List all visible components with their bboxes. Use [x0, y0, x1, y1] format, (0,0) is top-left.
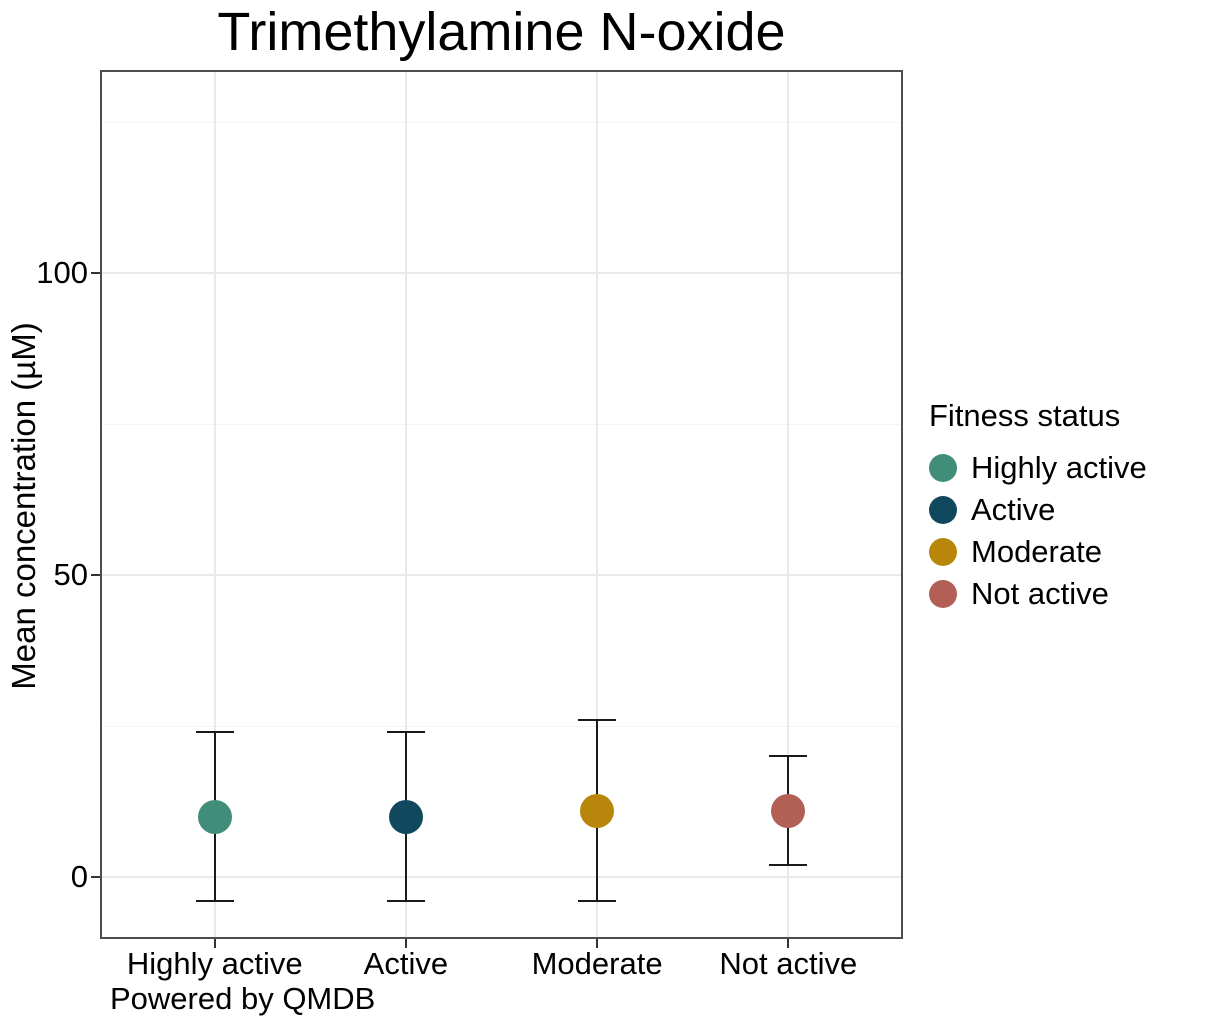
legend-item-not-active: Not active — [929, 573, 1147, 615]
caption: Powered by QMDB — [110, 981, 376, 1016]
legend-item-label: Moderate — [971, 534, 1102, 569]
chart-title: Trimethylamine N-oxide — [217, 2, 786, 62]
legend: Fitness status Highly active Active Modera… — [929, 398, 1147, 615]
x-axis-label: Highly active — [126, 946, 303, 981]
y-tick — [91, 876, 100, 878]
data-point-active — [388, 799, 423, 834]
y-major-gridline — [102, 272, 901, 274]
y-minor-gridline — [102, 424, 901, 425]
y-tick-label: 100 — [36, 255, 88, 290]
y-tick — [91, 272, 100, 274]
data-point-moderate — [580, 793, 615, 828]
data-point-not-active — [771, 793, 806, 828]
legend-item-label: Active — [971, 492, 1056, 527]
legend-swatch-highly-active — [929, 454, 957, 482]
legend-item-highly-active: Highly active — [929, 447, 1147, 489]
x-tick — [213, 939, 216, 948]
errorbar-cap-bottom-active — [386, 900, 425, 903]
x-major-gridline — [596, 72, 599, 937]
y-tick-label: 50 — [53, 557, 88, 592]
legend-swatch-moderate — [929, 538, 957, 566]
errorbar-cap-top-highly-active — [195, 731, 234, 734]
x-tick — [787, 939, 790, 948]
y-tick-label: 0 — [70, 859, 88, 894]
y-major-gridline — [102, 574, 901, 576]
errorbar-cap-bottom-not-active — [769, 863, 808, 866]
y-axis-title: Mean concentration (µM) — [5, 322, 42, 690]
errorbar-cap-top-active — [386, 731, 425, 734]
legend-item-active: Active — [929, 489, 1147, 531]
legend-swatch-active — [929, 496, 957, 524]
errorbar-cap-top-moderate — [578, 718, 617, 721]
y-tick — [91, 574, 100, 576]
x-axis-label: Not active — [719, 946, 858, 981]
x-tick — [596, 939, 599, 948]
errorbar-cap-bottom-moderate — [578, 900, 617, 903]
y-major-gridline — [102, 876, 901, 878]
legend-swatch-not-active — [929, 580, 957, 608]
legend-item-label: Not active — [971, 576, 1109, 611]
x-major-gridline — [787, 72, 790, 937]
legend-title: Fitness status — [929, 398, 1121, 433]
errorbar-cap-top-not-active — [769, 755, 808, 758]
legend-item-moderate: Moderate — [929, 531, 1147, 573]
plot-panel — [100, 70, 903, 939]
y-minor-gridline — [102, 726, 901, 727]
x-axis-label: Active — [363, 946, 449, 981]
y-minor-gridline — [102, 122, 901, 123]
x-major-gridline — [213, 72, 216, 937]
x-major-gridline — [404, 72, 407, 937]
data-point-highly-active — [197, 799, 232, 834]
x-tick — [404, 939, 407, 948]
errorbar-cap-bottom-highly-active — [195, 900, 234, 903]
legend-item-label: Highly active — [971, 450, 1147, 485]
legend-items: Highly active Active Moderate Not active — [929, 447, 1147, 615]
x-axis-label: Moderate — [531, 946, 663, 981]
